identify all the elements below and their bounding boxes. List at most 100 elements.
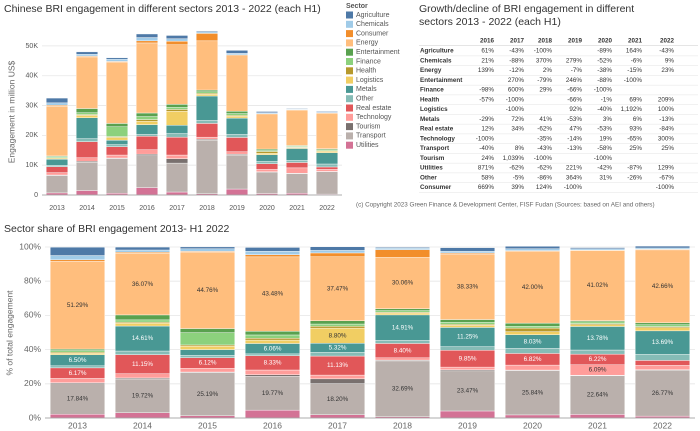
- bar-segment: [75, 138, 98, 142]
- footnote: (c) Copyright 2023 Green Finance & Devel…: [356, 202, 655, 209]
- x-tick-label: 2019: [229, 205, 245, 212]
- y-tick-label: 10K: [26, 162, 39, 169]
- x-tick-label: 2017: [328, 420, 347, 430]
- legend-label: Transport: [356, 133, 386, 140]
- bar-segment: [114, 246, 170, 251]
- bar-segment: [165, 38, 188, 42]
- legend-title: Sector: [346, 3, 368, 10]
- table-cell: -100%: [506, 96, 525, 103]
- data-label: 51.29%: [67, 302, 89, 309]
- row-label: Consumer: [420, 184, 452, 191]
- bar-segment: [165, 44, 188, 105]
- bar-segment: [135, 112, 158, 117]
- table-cell: 139%: [478, 67, 495, 74]
- bar-segment: [316, 163, 339, 168]
- bar-segment: [46, 97, 69, 104]
- table-cell: 47%: [569, 126, 582, 133]
- table-cell: -100%: [534, 48, 553, 55]
- x-tick-label: 2014: [133, 420, 152, 430]
- table-title: Growth/decline of BRI engagement in diff…: [419, 3, 634, 15]
- table-cell: -67%: [659, 174, 674, 181]
- table-cell: -52%: [597, 57, 612, 64]
- table-cell: 9%: [665, 57, 675, 64]
- bar-segment: [244, 247, 300, 252]
- x-tick-label: 2021: [588, 420, 607, 430]
- bar-segment: [195, 123, 218, 138]
- bar-segment: [286, 162, 309, 169]
- table-cell: 93%: [629, 126, 642, 133]
- bar-segment: [105, 158, 128, 194]
- row-label: Logistics: [420, 106, 448, 113]
- legend-swatch: [346, 48, 353, 56]
- bar-segment: [310, 414, 366, 419]
- bar-segment: [635, 327, 691, 332]
- bar-segment: [244, 331, 300, 336]
- bar-segment: [256, 154, 279, 162]
- data-label: 41.02%: [587, 282, 609, 289]
- bar-segment: [286, 148, 309, 161]
- table-cell: -100%: [534, 155, 553, 162]
- bar-segment: [440, 322, 496, 325]
- bar-segment: [316, 111, 339, 113]
- bar-segment: [635, 245, 691, 249]
- row-label: Real estate: [420, 126, 454, 133]
- data-label: 9.85%: [459, 355, 477, 362]
- table-cell: 8%: [515, 145, 525, 152]
- table-cell: 300%: [658, 135, 675, 142]
- y-tick-label: 0: [34, 192, 38, 199]
- bar-segment: [195, 30, 218, 33]
- bar-segment: [46, 159, 69, 166]
- legend-swatch: [346, 30, 353, 38]
- table-cell: -100%: [656, 184, 675, 191]
- bar-segment: [505, 325, 561, 329]
- bar-segment: [440, 319, 496, 323]
- bar-segment: [286, 160, 309, 163]
- data-label: 8.03%: [524, 338, 542, 345]
- bar-segment: [244, 338, 300, 341]
- row-label: Technology: [420, 135, 455, 142]
- bar-segment: [135, 153, 158, 156]
- table-cell: 6%: [633, 116, 643, 123]
- bar-segment: [75, 115, 98, 118]
- table-cell: -57%: [479, 96, 494, 103]
- bar-segment: [310, 352, 366, 357]
- table-cell: -14%: [567, 135, 582, 142]
- table-cell: -62%: [509, 165, 524, 172]
- data-label: 11.13%: [327, 362, 348, 369]
- data-label: 6.82%: [524, 356, 542, 363]
- bar-segment: [195, 139, 218, 195]
- bar-segment: [75, 54, 98, 57]
- bar-segment: [105, 137, 128, 141]
- bar-segment: [225, 154, 248, 190]
- bar-segment: [135, 121, 158, 125]
- bar-segment: [50, 383, 105, 415]
- bar-segment: [165, 40, 188, 45]
- bar-segment: [50, 259, 105, 262]
- bar-segment: [570, 324, 626, 327]
- bar-segment: [179, 345, 235, 350]
- legend-swatch: [346, 123, 353, 131]
- table-cell: -98%: [479, 87, 494, 94]
- table-cell: 1,039%: [503, 155, 525, 162]
- bar-segment: [105, 139, 128, 145]
- bar-segment: [505, 331, 561, 335]
- bar-segment: [165, 154, 188, 159]
- table-header: 2018: [538, 38, 553, 45]
- y-tick-label: 60%: [24, 310, 41, 320]
- bar-segment: [135, 124, 158, 135]
- table-title: sectors 2013 - 2022 (each H1): [419, 16, 561, 28]
- table-cell: -12%: [509, 67, 524, 74]
- legend-swatch: [346, 141, 353, 149]
- bar-segment: [179, 349, 235, 356]
- table-cell: -1%: [601, 96, 613, 103]
- legend-swatch: [346, 95, 353, 103]
- data-label: 17.84%: [67, 396, 89, 403]
- bar-segment: [75, 141, 98, 158]
- x-tick-label: 2018: [199, 205, 215, 212]
- data-label: 18.20%: [327, 396, 349, 403]
- bar-segment: [440, 370, 496, 412]
- bar-segment: [635, 370, 691, 417]
- x-tick-label: 2014: [79, 205, 95, 212]
- y-tick-label: 100%: [19, 241, 41, 251]
- legend-label: Chemicals: [356, 21, 389, 28]
